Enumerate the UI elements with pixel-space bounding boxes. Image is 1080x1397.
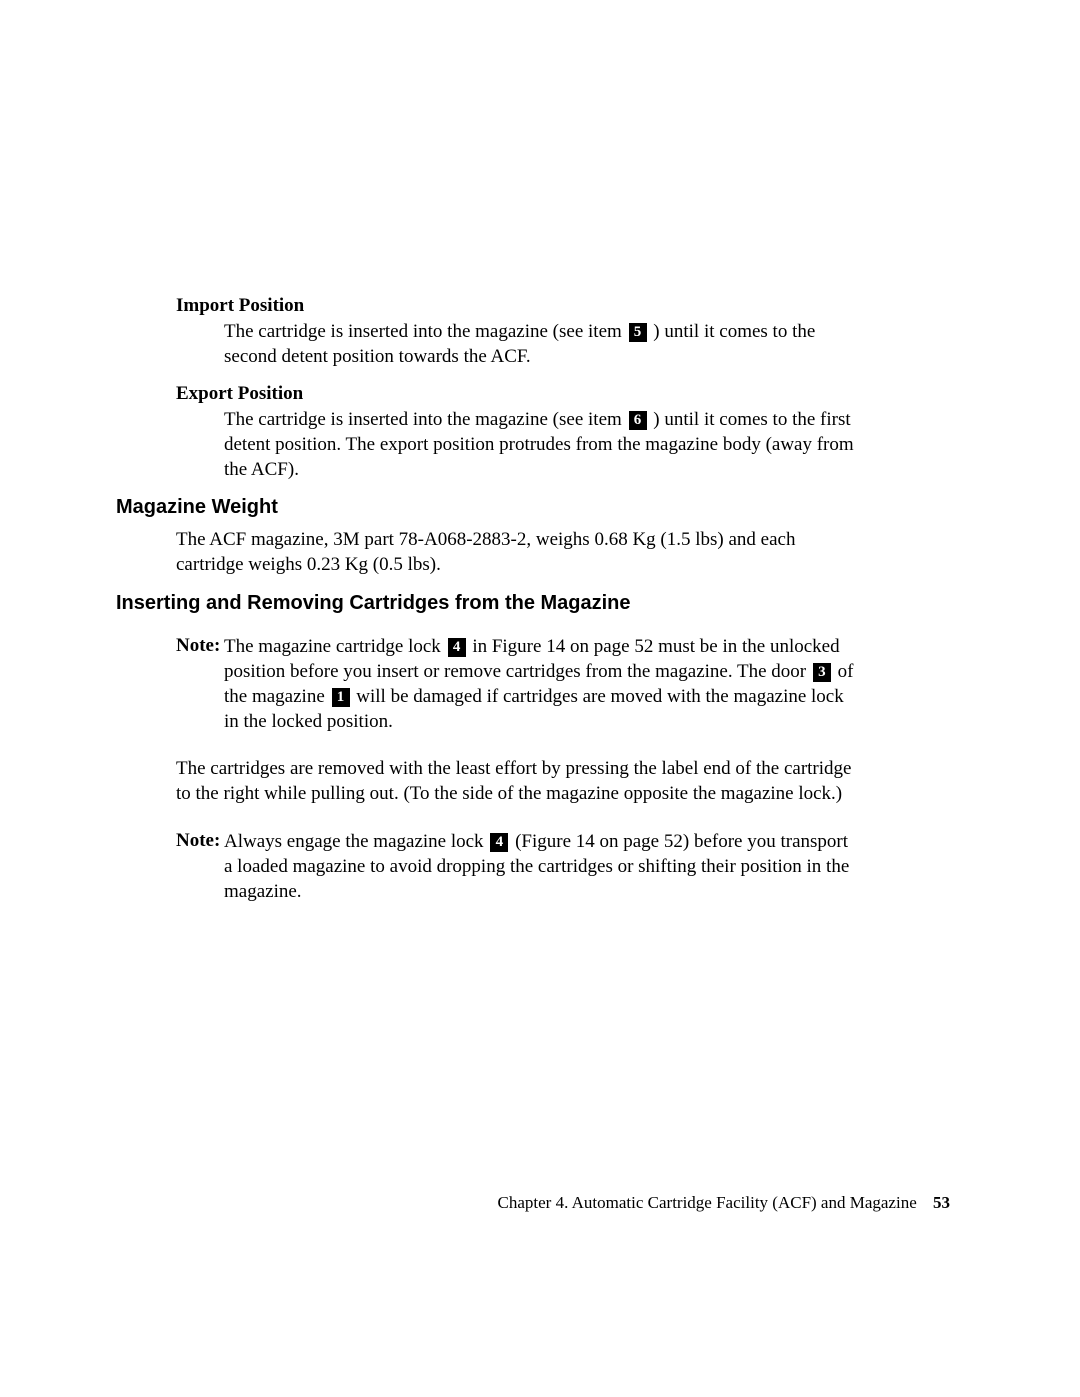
callout-5: 5 xyxy=(629,323,647,342)
magazine-weight-body: The ACF magazine, 3M part 78-A068-2883-2… xyxy=(176,527,856,577)
page-content: Import Position The cartridge is inserte… xyxy=(116,295,956,926)
note-2: Note: Always engage the magazine lock 4 … xyxy=(176,828,856,904)
note-label: Note: xyxy=(176,635,220,656)
import-position-term: Import Position xyxy=(176,295,956,317)
heading-inserting-removing: Inserting and Removing Cartridges from t… xyxy=(116,592,956,615)
text: The cartridge is inserted into the magaz… xyxy=(224,409,627,430)
export-position-def: The cartridge is inserted into the magaz… xyxy=(224,407,856,482)
inserting-body: The cartridges are removed with the leas… xyxy=(176,756,856,806)
note-1: Note: The magazine cartridge lock 4 in F… xyxy=(176,633,856,734)
import-position-def: The cartridge is inserted into the magaz… xyxy=(224,319,856,369)
page-footer: Chapter 4. Automatic Cartridge Facility … xyxy=(498,1193,950,1213)
callout-1: 1 xyxy=(332,688,350,707)
callout-6: 6 xyxy=(629,411,647,430)
export-position-term: Export Position xyxy=(176,383,956,405)
page-number: 53 xyxy=(933,1193,950,1212)
heading-magazine-weight: Magazine Weight xyxy=(116,496,956,519)
text: The magazine cartridge lock xyxy=(224,636,446,657)
footer-text: Chapter 4. Automatic Cartridge Facility … xyxy=(498,1193,917,1212)
text: The cartridge is inserted into the magaz… xyxy=(224,321,627,342)
callout-3: 3 xyxy=(813,663,831,682)
callout-4: 4 xyxy=(448,638,466,657)
text: Always engage the magazine lock xyxy=(224,831,488,852)
callout-4: 4 xyxy=(490,833,508,852)
note-label: Note: xyxy=(176,830,220,851)
